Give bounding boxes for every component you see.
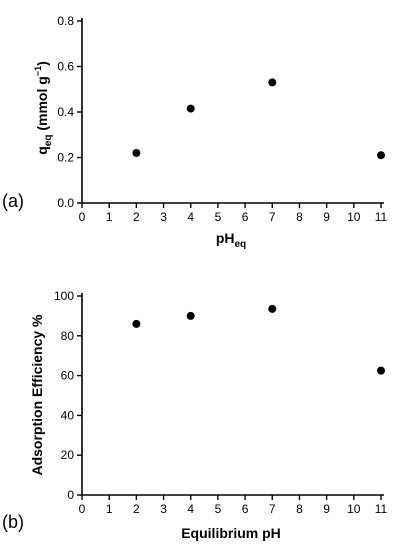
- panel-label-a: (a): [2, 191, 24, 211]
- y-tick-label-a: 0.2: [57, 151, 74, 165]
- y-tick-label-b: 60: [61, 369, 75, 383]
- y-axis-label-a: qeq (mmol g−1): [33, 61, 54, 155]
- x-tick-label-a: 2: [133, 210, 140, 224]
- x-tick-label-b: 2: [133, 502, 140, 516]
- x-tick-label-a: 0: [79, 210, 86, 224]
- x-tick-label-b: 11: [375, 502, 388, 516]
- x-tick-label-b: 0: [79, 502, 86, 516]
- y-tick-label-b: 80: [61, 329, 75, 343]
- y-axis-label-a-sub: eq: [43, 135, 54, 147]
- x-tick-label-b: 5: [215, 502, 222, 516]
- x-tick-label-a: 1: [106, 210, 113, 224]
- chart-panel-b: (b) Adsorption Efficiency % Equilibrium …: [2, 289, 388, 541]
- data-point-b: [132, 319, 141, 328]
- data-point-a: [377, 151, 385, 160]
- y-tick-label-b: 0: [67, 488, 74, 502]
- x-tick-label-a: 10: [347, 210, 361, 224]
- panel-label-b: (b): [2, 512, 24, 532]
- y-tick-label-b: 40: [61, 408, 75, 422]
- data-point-a: [186, 104, 195, 113]
- data-point-b: [186, 311, 195, 320]
- y-tick-label-a: 0.0: [57, 196, 74, 210]
- y-tick-label-a: 0.8: [57, 14, 74, 28]
- x-axis-label-a-sub: eq: [235, 239, 247, 250]
- x-tick-label-a: 11: [375, 210, 388, 224]
- y-axis-label-b: Adsorption Efficiency %: [29, 314, 45, 476]
- y-tick-label-b: 100: [54, 289, 74, 303]
- data-point-b: [377, 366, 385, 375]
- x-tick-label-a: 7: [269, 210, 276, 224]
- x-tick-label-b: 4: [187, 502, 194, 516]
- x-tick-label-a: 5: [215, 210, 222, 224]
- x-tick-label-a: 4: [187, 210, 194, 224]
- y-tick-label-b: 20: [61, 448, 75, 462]
- x-tick-label-b: 6: [242, 502, 249, 516]
- y-axis-label-a-main: q: [34, 146, 50, 155]
- y-axis-label-a-unit-open: (mmol g: [34, 76, 50, 134]
- data-point-a: [268, 78, 277, 87]
- x-axis-label-b: Equilibrium pH: [181, 525, 281, 541]
- x-tick-label-b: 10: [347, 502, 361, 516]
- x-tick-label-b: 9: [323, 502, 330, 516]
- x-tick-label-b: 3: [160, 502, 167, 516]
- x-axis-label-a: pHeq: [216, 230, 246, 250]
- x-tick-label-a: 9: [323, 210, 330, 224]
- y-tick-label-a: 0.4: [57, 105, 74, 119]
- data-point-b: [268, 304, 277, 313]
- y-axis-label-a-sup: −1: [33, 66, 43, 76]
- y-axis-label-a-unit-close: ): [34, 61, 50, 66]
- x-tick-label-a: 8: [296, 210, 303, 224]
- x-tick-label-b: 1: [106, 502, 113, 516]
- y-tick-label-a: 0.6: [57, 60, 74, 74]
- x-tick-label-a: 3: [160, 210, 167, 224]
- data-point-a: [132, 148, 141, 157]
- x-tick-label-b: 8: [296, 502, 303, 516]
- chart-panel-a: (a) qeq (mmol g−1) pHeq 0 1 2 3 4 5 6 7 8 9 10 110.…: [2, 14, 388, 250]
- x-tick-label-b: 7: [269, 502, 276, 516]
- x-axis-label-a-main: pH: [216, 230, 235, 246]
- x-tick-label-a: 6: [242, 210, 249, 224]
